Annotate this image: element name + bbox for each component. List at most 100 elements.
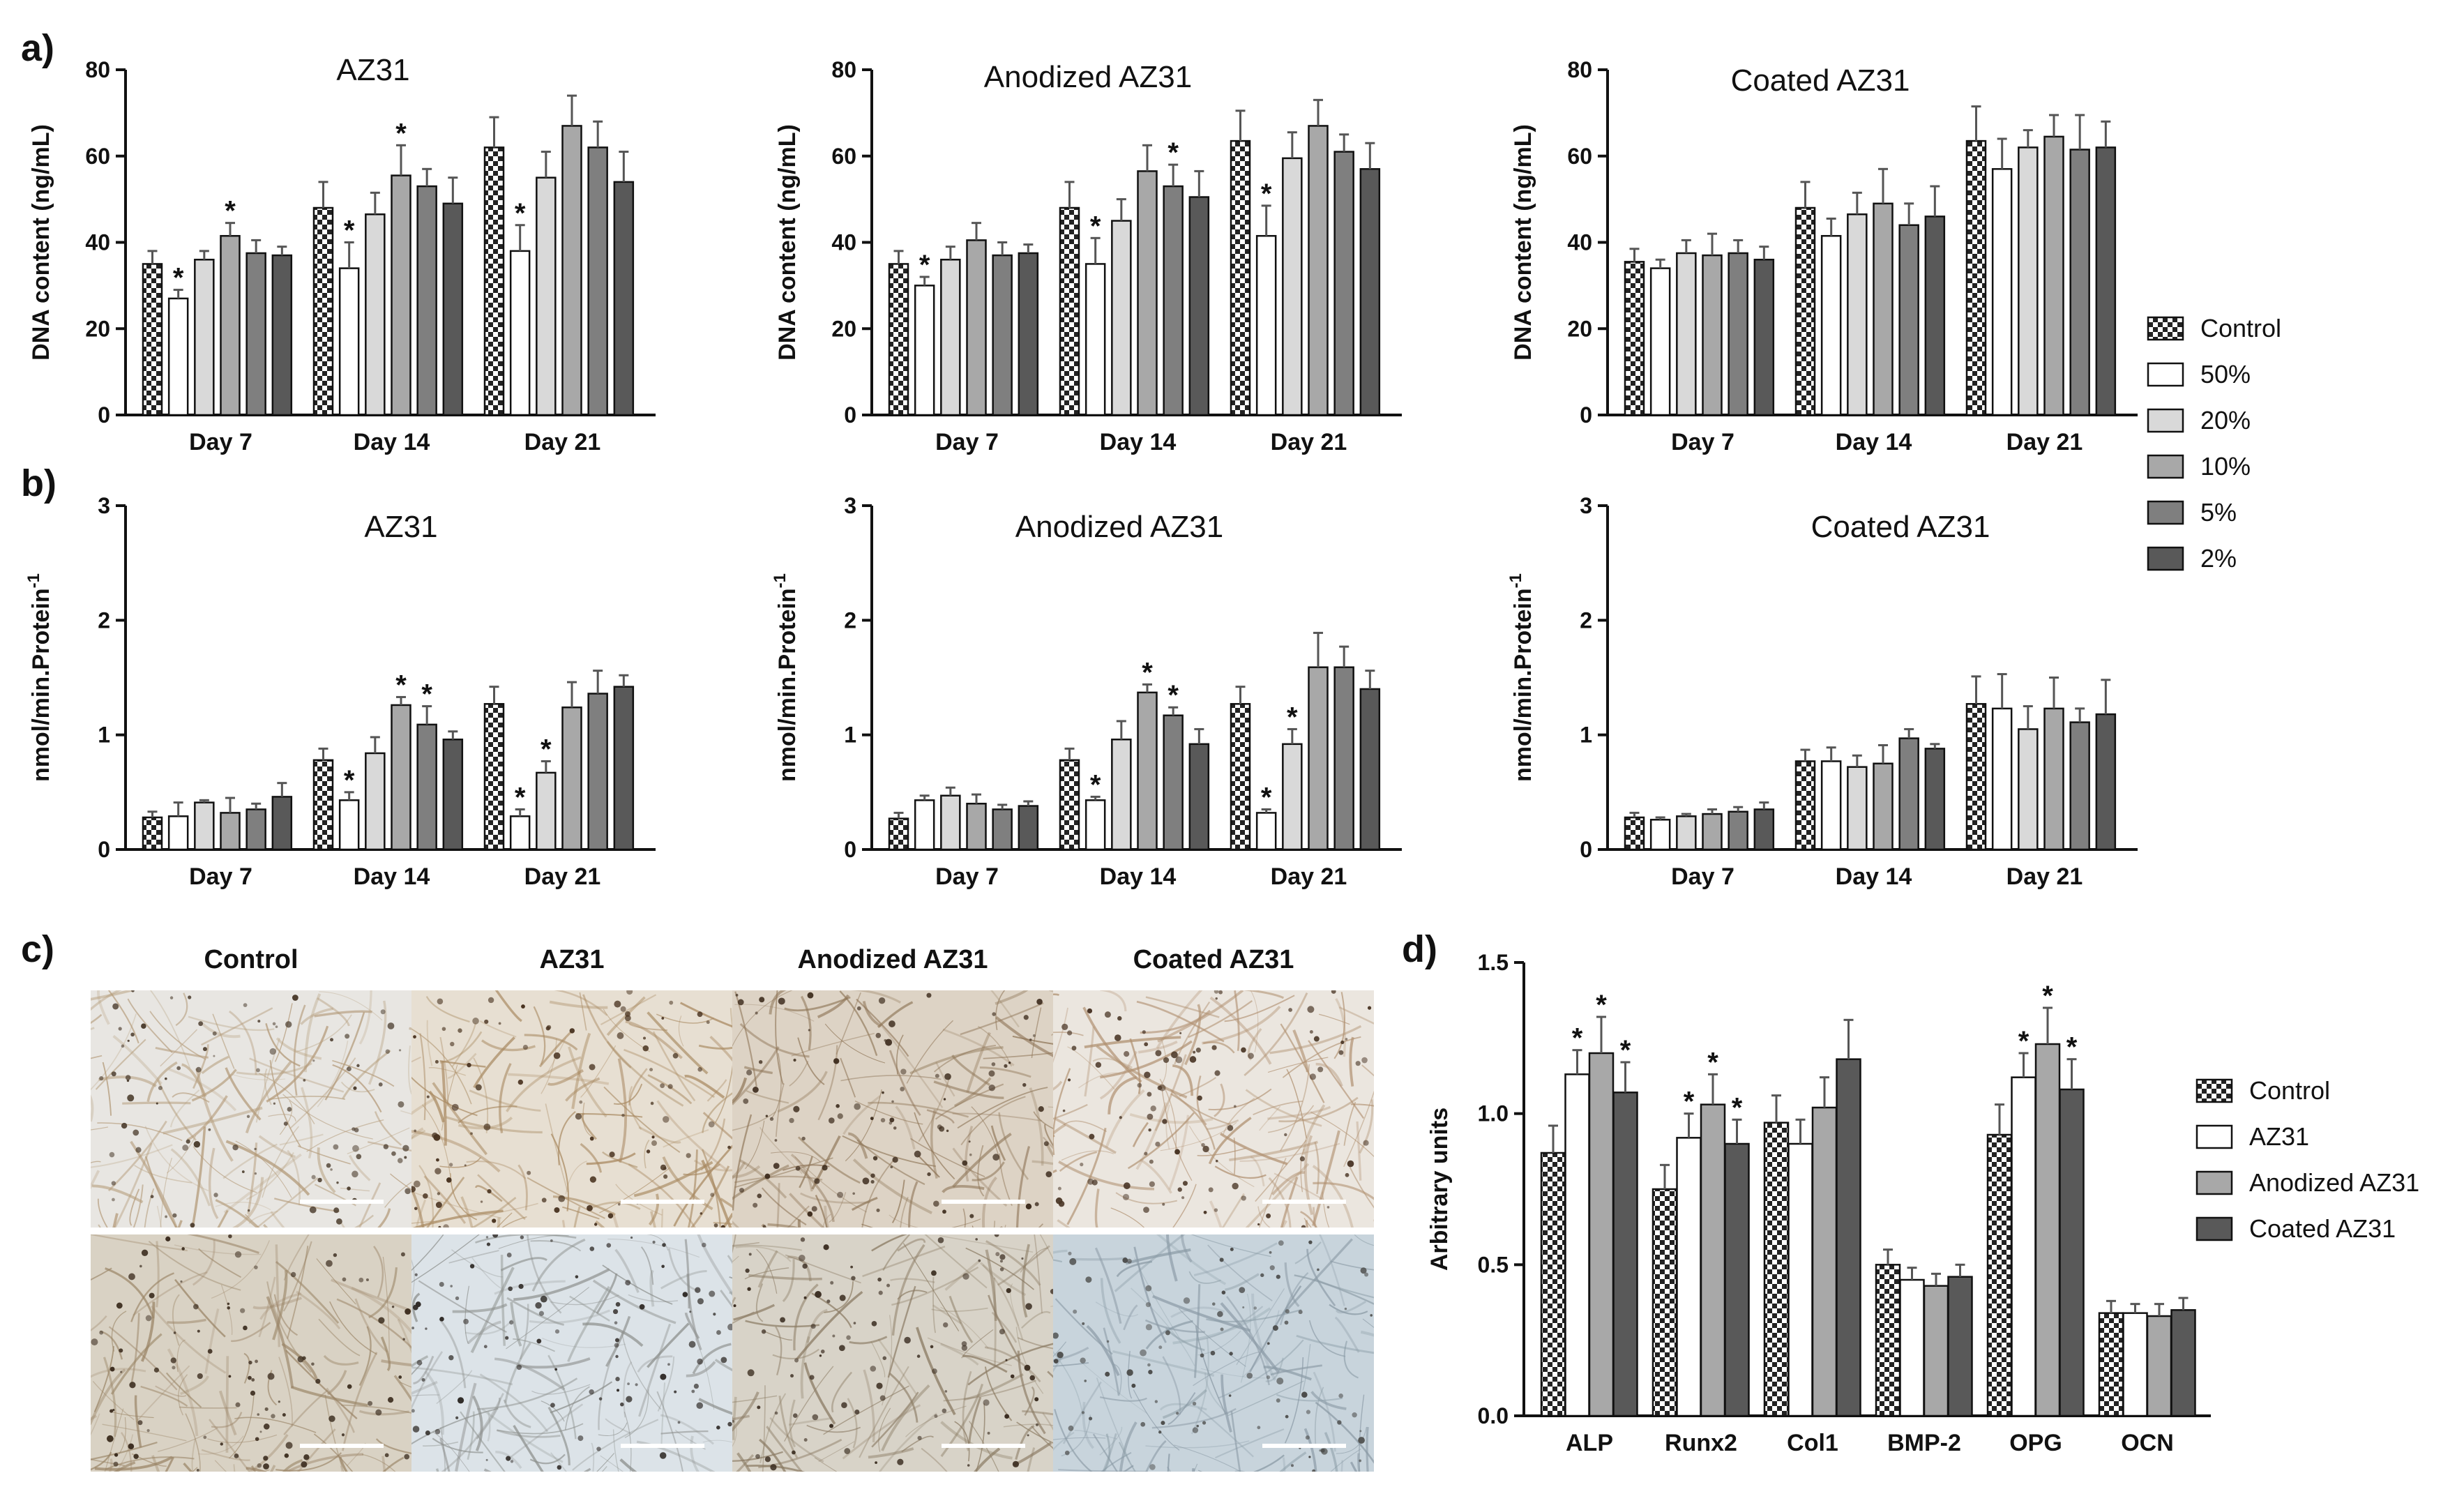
legend-d-swatch-3 (2195, 1216, 2233, 1241)
y-axis-label-a2: DNA content (ng/mL) (774, 124, 801, 361)
chart-d: Arbitrary units 0.0 0.5 1.0 1.5 * * * ALP * * * Runx… (1426, 950, 2211, 1456)
chart-b2: Anodized AZ31 nmol/min.Protein-1 0 1 2 3 Day 7… (771, 493, 1402, 890)
bar-a1-Control-1 (312, 206, 334, 416)
y-axis-label-b2: nmol/min.Protein-1 (771, 573, 801, 782)
y-tick-label-b3-0: 0 (1580, 837, 1592, 862)
bar-d-CoatedAZ31-5 (2170, 1309, 2196, 1417)
bar-b2-20-1 (1111, 738, 1132, 851)
bar-d-Control-0 (1540, 1151, 1566, 1417)
x-tick-label-b2-1: Day 14 (1100, 863, 1177, 890)
bar-a2-2-1 (1188, 196, 1210, 416)
bar-b3-5-0 (1728, 810, 1748, 851)
y-tick-label-a3-2: 40 (1567, 230, 1592, 255)
sig-mark-d-2-1: * (1707, 1047, 1718, 1078)
bar-b2-5-0 (992, 808, 1013, 851)
bar-d-Control-2 (1763, 1121, 1790, 1417)
legend-d-label-0: Control (2249, 1076, 2330, 1105)
bar-a2-Control-0 (888, 263, 909, 416)
bar-b1-20-1 (365, 752, 386, 851)
x-tick-label-b1-0: Day 7 (189, 863, 252, 890)
bar-b2-2-0 (1018, 805, 1039, 851)
y-tick-label-a1-3: 60 (85, 144, 110, 169)
legend-ab-swatch-0 (2147, 316, 2184, 341)
bar-a1-50-0 (167, 297, 189, 416)
legend-ab-label-1: 50% (2200, 360, 2251, 388)
bar-d-AZ31-5 (2122, 1312, 2148, 1417)
x-tick-label-a1-0: Day 7 (189, 429, 252, 455)
bar-a2-50-2 (1255, 234, 1277, 416)
bar-b3-50-1 (1820, 760, 1842, 851)
bar-a1-50-1 (338, 267, 360, 416)
bar-a1-20-0 (194, 259, 215, 416)
x-tick-label-b3-2: Day 21 (2006, 863, 2083, 890)
x-tick-label-d-0: ALP (1566, 1430, 1613, 1456)
bar-a2-5-1 (1163, 185, 1184, 416)
bar-a3-20-0 (1676, 252, 1697, 416)
y-tick-label-b1-2: 2 (98, 607, 110, 633)
bar-b1-5-2 (587, 693, 608, 851)
micrograph-texture (732, 990, 1053, 1228)
bar-b1-Control-2 (483, 703, 505, 851)
bar-a1-10-1 (391, 174, 411, 416)
chart-title-b2: Anodized AZ31 (1015, 510, 1223, 544)
bar-b2-50-2 (1255, 812, 1277, 851)
bar-a3-5-2 (2069, 149, 2090, 416)
x-tick-label-b3-0: Day 7 (1671, 863, 1734, 890)
y-tick-label-a2-4: 80 (831, 57, 856, 82)
bar-d-Control-1 (1652, 1188, 1678, 1417)
chart-title-a3: Coated AZ31 (1731, 63, 1910, 98)
scale-bar (300, 1200, 384, 1204)
bar-d-Control-4 (1986, 1133, 2013, 1417)
bar-a1-50-2 (509, 250, 531, 416)
bar-b2-5-2 (1333, 666, 1354, 851)
y-tick-label-a2-3: 60 (831, 144, 856, 169)
bar-d-AnodizedAZ31-5 (2146, 1315, 2172, 1417)
chart-title-b1: AZ31 (364, 510, 437, 544)
bar-d-CoatedAZ31-0 (1612, 1092, 1638, 1417)
y-tick-label-a2-2: 40 (831, 230, 856, 255)
scale-bar (621, 1444, 704, 1448)
bar-a1-5-2 (587, 146, 608, 416)
sig-mark-d-1-4: * (2018, 1026, 2030, 1057)
sig-mark-d-3-4: * (2066, 1032, 2078, 1063)
bar-b3-5-2 (2069, 721, 2090, 851)
y-tick-label-b2-3: 3 (844, 493, 856, 518)
y-tick-label-a3-3: 60 (1567, 144, 1592, 169)
y-tick-label-b3-3: 3 (1580, 493, 1592, 518)
sig-mark-b2-2-2: * (1287, 702, 1298, 732)
bar-b1-10-1 (391, 704, 411, 851)
y-tick-label-b2-1: 1 (844, 723, 856, 748)
bar-b3-2-0 (1753, 808, 1775, 851)
legend-d-swatch-1 (2195, 1124, 2233, 1149)
sig-mark-a2-1-1: * (1090, 211, 1101, 241)
micrograph-anodized-top (732, 990, 1053, 1228)
legend-d-swatch-2 (2195, 1170, 2233, 1195)
bar-b1-2-2 (613, 686, 635, 851)
sig-mark-d-1-1: * (1684, 1087, 1695, 1117)
bar-d-AnodizedAZ31-1 (1700, 1103, 1726, 1417)
bar-a3-10-2 (2043, 135, 2064, 416)
y-tick-label-a2-0: 0 (844, 402, 856, 428)
y-tick-label-a2-1: 20 (831, 316, 856, 341)
bar-b3-20-2 (2018, 728, 2039, 851)
bar-a2-20-0 (940, 259, 961, 416)
micrograph-coated-top (1053, 990, 1374, 1228)
bar-b1-20-0 (194, 801, 215, 851)
y-tick-label-b3-2: 2 (1580, 607, 1592, 633)
bar-a1-20-1 (365, 213, 386, 416)
bar-b1-5-0 (245, 808, 266, 851)
bar-a1-2-1 (442, 202, 464, 416)
x-tick-label-d-5: OCN (2121, 1430, 2174, 1456)
bar-b1-10-0 (220, 812, 241, 851)
sig-mark-a2-1-0: * (919, 250, 930, 280)
bar-b2-Control-2 (1230, 703, 1251, 851)
micrograph-texture (411, 1234, 732, 1472)
x-tick-label-d-2: Col1 (1787, 1430, 1838, 1456)
bar-b2-Control-1 (1059, 759, 1080, 851)
legend-ab-label-2: 20% (2200, 406, 2251, 435)
bar-d-AZ31-1 (1676, 1137, 1702, 1417)
y-tick-label-b3-1: 1 (1580, 723, 1592, 748)
x-tick-label-a2-2: Day 21 (1271, 429, 1347, 455)
bar-a1-5-0 (245, 252, 266, 416)
bar-a3-50-1 (1820, 234, 1842, 416)
